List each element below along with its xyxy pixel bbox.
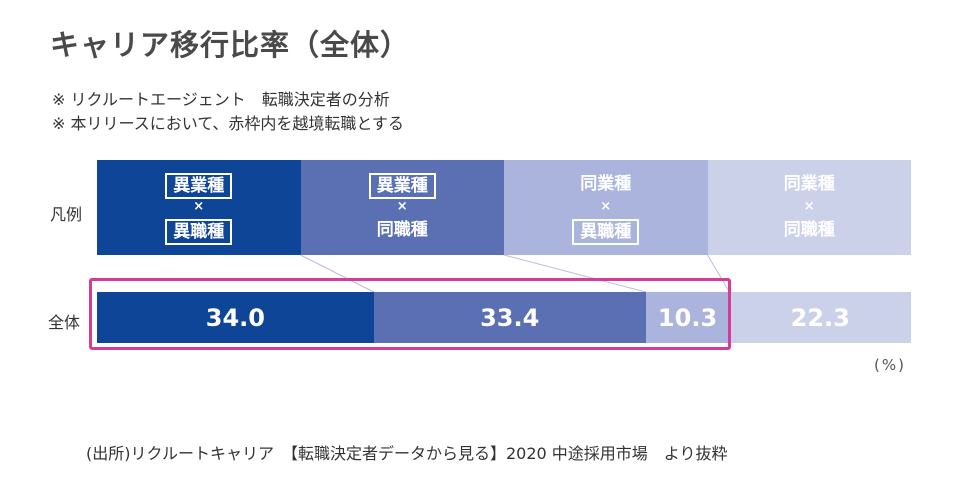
connector-line-1 [300, 254, 374, 293]
legend-1-bottom: 異職種 [165, 219, 233, 245]
bar-segment-2: 33.4 [373, 292, 646, 343]
legend-2-bottom: 同職種 [376, 220, 428, 240]
legend-4-top: 同業種 [783, 174, 835, 194]
legend-1-top: 異業種 [165, 173, 233, 199]
connector-line-2 [503, 254, 646, 293]
legend-4-bottom: 同職種 [783, 220, 835, 240]
note-1: ※ リクルートエージェント 転職決定者の分析 [52, 90, 390, 109]
bar-segment-4: 22.3 [729, 292, 911, 343]
legend-cell-3: 同業種 × 異職種 [504, 160, 708, 255]
legend-cell-1: 異業種 × 異職種 [97, 160, 301, 255]
legend-3-cross: × [600, 199, 612, 214]
legend-2-top: 異業種 [368, 173, 436, 199]
cross-border-highlight-frame [89, 278, 731, 350]
note-2: ※ 本リリースにおいて、赤枠内を越境転職とする [52, 114, 404, 133]
chart-title: キャリア移行比率（全体） [50, 28, 411, 62]
total-row-label: 全体 [48, 313, 81, 332]
bar-segment-3: 10.3 [645, 292, 730, 343]
legend-3-bottom: 異職種 [572, 219, 640, 245]
connector-line-3 [707, 254, 730, 293]
legend-2-cross: × [396, 199, 408, 214]
source-note: (出所)リクルートキャリア 【転職決定者データから見る】2020 中途採用市場 … [86, 444, 728, 463]
legend-cell-4: 同業種 × 同職種 [707, 160, 911, 255]
legend-1-cross: × [193, 199, 205, 214]
unit-label: (%) [874, 356, 906, 374]
legend-4-cross: × [803, 199, 815, 214]
bar-segment-1: 34.0 [97, 292, 374, 343]
legend-row-label: 凡例 [50, 205, 83, 224]
legend-3-top: 同業種 [580, 174, 632, 194]
legend-cell-2: 異業種 × 同職種 [300, 160, 504, 255]
